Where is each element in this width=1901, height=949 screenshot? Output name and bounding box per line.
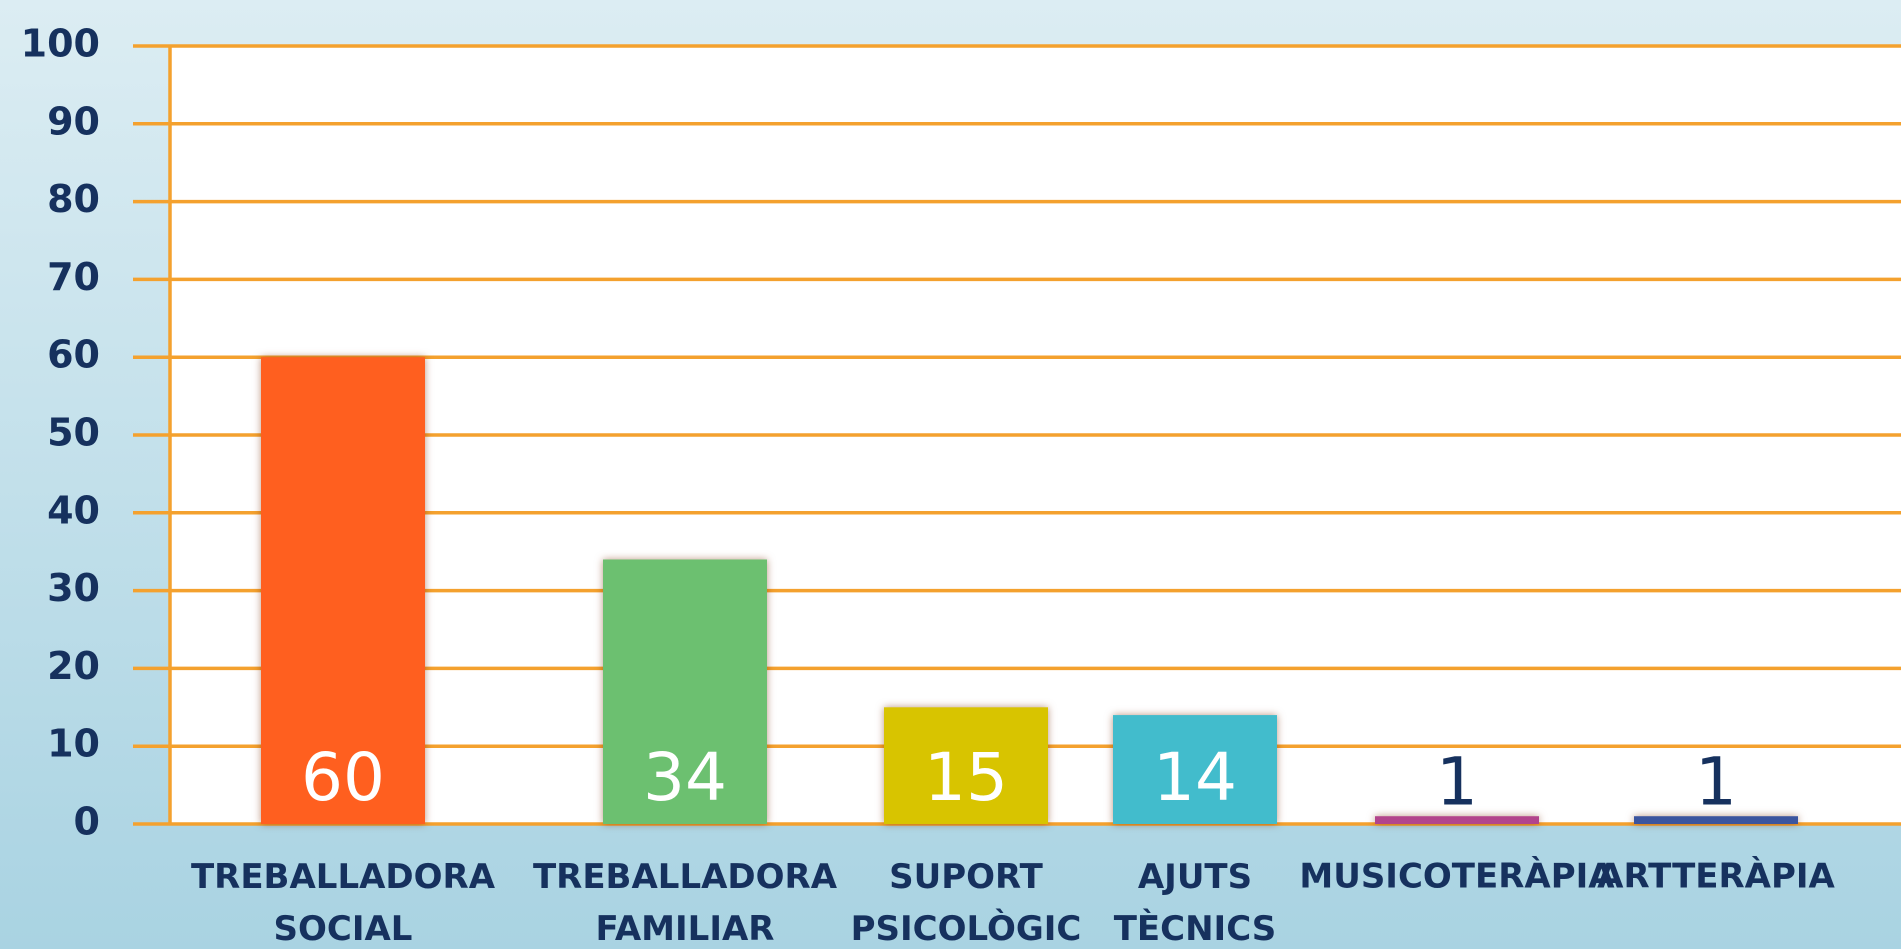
value-label: 1 <box>1695 743 1737 820</box>
x-tick-label: SUPORT PSICOLÒGIC <box>851 857 1082 949</box>
bar <box>1375 816 1539 824</box>
y-tick-label: 60 <box>47 333 100 377</box>
y-tick-label: 30 <box>47 566 100 610</box>
bar <box>603 559 767 824</box>
value-label: 1 <box>1436 743 1478 820</box>
x-tick-label-line: SUPORT <box>889 857 1044 897</box>
x-tick-label-line: TREBALLADORA <box>533 857 838 897</box>
value-label: 14 <box>1153 739 1237 816</box>
y-tick-label: 40 <box>47 488 100 532</box>
x-tick-label: TREBALLADORA SOCIAL <box>191 857 496 949</box>
x-tick-label-line: AJUTS <box>1138 857 1252 897</box>
x-tick-label-line: FAMILIAR <box>596 909 775 949</box>
x-tick-label-line: PSICOLÒGIC <box>851 908 1082 949</box>
x-tick-label: ARTTERÀPIA <box>1597 856 1835 897</box>
y-tick-label: 70 <box>47 255 100 299</box>
y-tick-label: 90 <box>47 99 100 143</box>
y-tick-label: 50 <box>47 411 100 455</box>
value-label: 60 <box>301 739 385 816</box>
x-tick-label-line: TREBALLADORA <box>191 857 496 897</box>
y-tick-label: 100 <box>21 22 100 66</box>
bar <box>261 357 425 824</box>
bar <box>1634 816 1798 824</box>
value-label: 15 <box>924 739 1008 816</box>
bar <box>1113 715 1277 824</box>
x-tick-label: AJUTS TÈCNICS <box>1114 857 1277 949</box>
x-tick-label: TREBALLADORA FAMILIAR <box>533 857 838 949</box>
x-tick-label-line: SOCIAL <box>274 909 413 949</box>
x-tick-label-line: TÈCNICS <box>1114 908 1277 949</box>
value-label: 34 <box>643 739 727 816</box>
bar <box>884 707 1048 824</box>
y-tick-label: 0 <box>74 800 100 844</box>
x-tick-label: MUSICOTERÀPIA <box>1299 856 1615 897</box>
y-tick-label: 20 <box>47 644 100 688</box>
y-tick-label: 10 <box>47 722 100 766</box>
y-tick-label: 80 <box>47 177 100 221</box>
